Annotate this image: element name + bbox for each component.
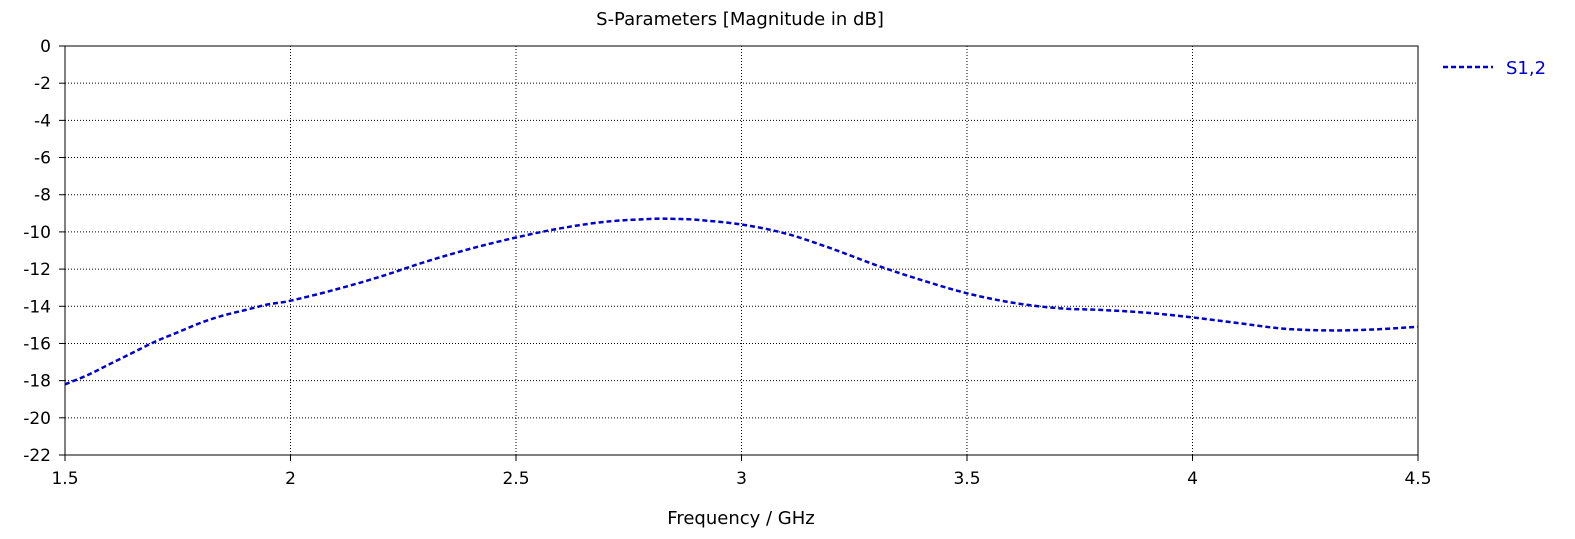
x-tick-label: 2.5 xyxy=(502,469,529,489)
series-line xyxy=(64,217,1419,386)
x-tick-label: 4.5 xyxy=(1404,469,1431,489)
x-tick-label: 4 xyxy=(1187,469,1198,489)
y-tick-label: -4 xyxy=(34,111,51,131)
y-axis: 0 -2 -4 -6 -8 -10 -12 -14 -16 -18 -20 -22 xyxy=(23,37,65,466)
y-tick-label: -6 xyxy=(34,149,51,169)
y-tick-label: -18 xyxy=(23,372,51,392)
legend: S1,2 xyxy=(1443,58,1546,79)
legend-label: S1,2 xyxy=(1506,58,1546,79)
x-tick-label: 2 xyxy=(285,469,296,489)
chart-title: S-Parameters [Magnitude in dB] xyxy=(596,9,884,30)
y-tick-label: -14 xyxy=(23,297,51,317)
series-layer xyxy=(64,217,1419,386)
y-tick-label: -20 xyxy=(23,409,51,429)
y-tick-label: -8 xyxy=(34,186,51,206)
x-axis: 1.5 2 2.5 3 3.5 4 4.5 xyxy=(51,455,1432,489)
y-tick-label: 0 xyxy=(40,37,51,57)
x-tick-label: 3.5 xyxy=(953,469,980,489)
x-tick-label: 3 xyxy=(736,469,747,489)
x-axis-title: Frequency / GHz xyxy=(667,508,814,529)
y-tick-label: -12 xyxy=(23,260,51,280)
y-tick-label: -10 xyxy=(23,223,51,243)
y-tick-label: -16 xyxy=(23,334,51,354)
y-tick-label: -2 xyxy=(34,74,51,94)
grid xyxy=(65,46,1418,455)
x-tick-label: 1.5 xyxy=(51,469,78,489)
y-tick-label: -22 xyxy=(23,446,51,466)
